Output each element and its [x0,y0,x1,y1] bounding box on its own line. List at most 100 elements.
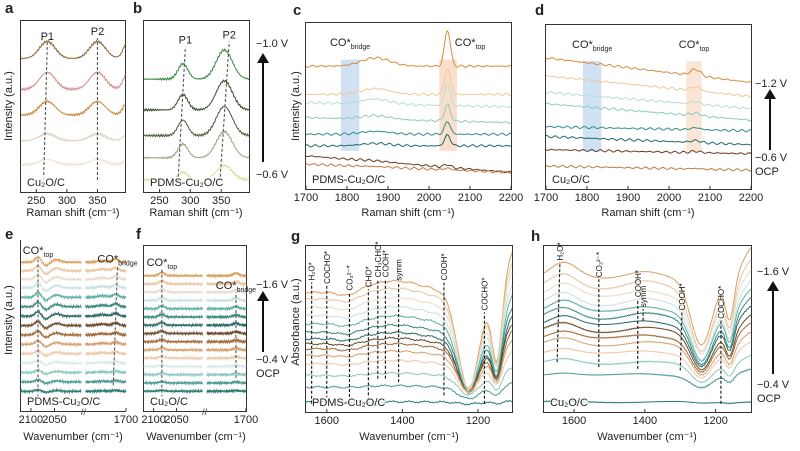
x-tick-label: 1200 [465,415,491,427]
voltage-top-f: −1.6 V [256,279,289,291]
x-tick-label: 1600 [314,415,340,427]
sample-label: Cu₂O/C [552,174,590,186]
ocp-label-h: OCP [757,393,781,405]
x-tick-label: 2100 [697,192,723,204]
spectrum-line [20,328,127,340]
x-tick-label: 1700 [293,192,319,204]
plot-d: CO*bridge CO*top Cu₂O/C 1700 1800 1900 2000 2… [534,24,763,204]
spectrum-line [305,308,513,393]
spectrum-line [545,148,752,155]
plot-b: P1 P2 PDMS-Cu₂O/C 250 300 350 [143,20,250,207]
spectrum-line [143,319,247,329]
sample-label: Cu₂O/C [550,397,588,409]
peak-guide-line [177,46,186,182]
spectrum-line [305,330,513,394]
panel-letter-g: g [291,228,301,245]
voltage-top-h: −1.6 V [757,266,790,278]
spectrum-line [20,309,127,322]
x-tick-label: 2050 [164,414,189,426]
x-tick-label: 250 [150,195,169,207]
spectrum-line [305,155,512,174]
x-tick-label: 1200 [703,415,728,427]
spectrum-line [20,377,127,387]
peak-label: P2 [91,26,104,38]
spectrum-line [143,270,247,279]
peak-label: P2 [223,30,236,42]
peak-label: CO*bridge [97,254,137,268]
peak-label: CO*top [23,245,54,259]
spectrum-line [305,252,513,390]
voltage-bottom-b: −0.6 V [256,169,289,181]
band-label: CO*bridge [572,39,612,53]
y-axis-label-g: Absorbance (a.u.) [290,278,302,366]
peak-label: COCHO* [323,251,332,284]
spectrum-line [20,358,127,367]
spectrum-line [543,355,752,384]
plot-a: P1 P2 Cu₂O/C 250 300 350 [20,20,126,207]
spectrum-line [20,348,127,358]
plot-e: CO*top CO*bridge // PDMS-Cu₂O/C 2100 2050 17… [19,240,138,426]
spectrum-line [543,297,752,366]
axis-break-icon: // [81,407,87,417]
spectrum-line [305,103,512,124]
x-tick-label: 1900 [375,192,401,204]
x-tick-label: 350 [212,195,231,207]
band-label: CO*top [679,39,710,53]
spectra-e: CO*top CO*bridge // [20,245,138,417]
panel-letter-a: a [5,0,14,17]
spectrum-line [20,299,127,313]
x-tick-label: 2100 [457,192,483,204]
x-axis-label-f: Wavenumber (cm⁻¹) [146,431,246,443]
peak-label: CO₃²⁻* [345,265,354,290]
spectrum-line [20,263,127,276]
ocp-label-f: OCP [256,368,280,380]
spectrum-line [545,164,752,172]
spectrum-line [543,279,752,361]
sample-label: Cu₂O/C [150,396,188,408]
peak-label: COOH* [678,283,687,310]
x-tick-label: 2100 [141,414,166,426]
spectrum-line [143,278,247,287]
spectrum-line [305,340,513,394]
panel-letter-c: c [293,2,302,19]
voltage-top-b: −1.0 V [256,38,289,50]
x-tick-label: 1400 [632,415,658,427]
x-axis-label-d: Raman shift (cm⁻¹) [601,207,695,219]
spectrum-line [544,248,752,346]
arrow-up-icon [764,89,776,150]
spectrum-line [20,255,127,268]
x-tick-label: 2000 [416,192,442,204]
voltage-bottom-f: −0.4 V [256,354,289,366]
band-top [686,61,702,152]
spectrum-line [305,163,512,174]
spectrum-line [543,270,752,355]
voltage-bottom-d: −0.6 V [755,152,788,164]
voltage-bottom-h: −0.4 V [757,379,790,391]
peak-label: COOH* [381,250,390,277]
peak-label: symm [639,285,648,307]
x-tick-label: 1700 [533,192,559,204]
peak-label: COOH* [634,270,643,297]
spectra-g: H₂O* COCHO* CO₃²⁻* CHO* CH₃CHO*COOH* symm COOH… [305,241,513,412]
spectrum-line [545,125,751,133]
sample-label: PDMS-Cu₂O/C [27,396,101,408]
peak-label: CH₃CHO* [374,241,383,277]
plot-g: H₂O* COCHO* CO₃²⁻* CHO* CH₃CHO* COOH* symm COOH… [305,241,513,427]
spectrum-line [305,68,512,97]
spectrum-line [545,102,752,122]
spectrum-line [543,288,752,362]
spectrum-line [543,305,752,368]
x-tick-label: 2050 [42,414,67,426]
y-axis-label-a: Intensity (a.u.) [3,71,15,141]
spectrum-line [143,79,250,113]
peak-guide-line [556,262,561,363]
spectrum-line [543,314,752,371]
plot-c: CO*bridge CO*top PDMS-Cu₂O/C 1700 1800 1900… [294,22,523,204]
spectrum-line [20,338,127,349]
spectrum-line [143,294,247,304]
sample-label: PDMS-Cu₂O/C [150,177,224,189]
x-tick-label: 1800 [574,192,600,204]
spectrum-line [20,70,126,92]
peak-label: symm [395,259,404,281]
